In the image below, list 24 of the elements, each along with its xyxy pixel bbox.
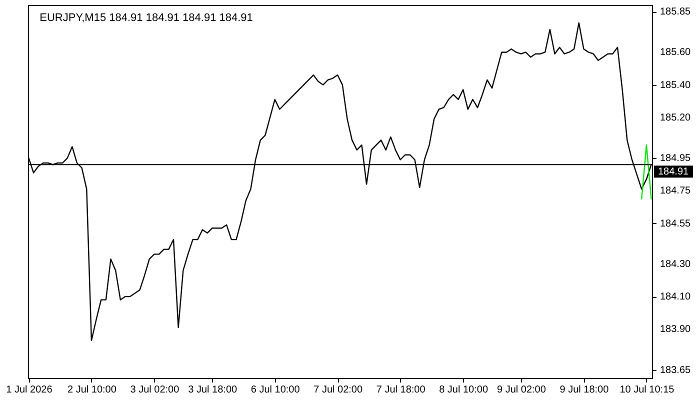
y-tick-label: 185.20 [660, 112, 692, 124]
x-tick-label: 9 Jul 18:00 [560, 384, 610, 396]
y-tick-label: 185.40 [660, 80, 692, 91]
y-tick-label: 184.30 [660, 258, 692, 270]
y-tick-label: 183.65 [660, 364, 692, 376]
x-tick-label: 9 Jul 02:00 [497, 384, 546, 396]
x-tick-label: 1 Jul 2026 [6, 384, 53, 396]
y-tick-label: 184.10 [660, 292, 692, 303]
y-tick-label: 185.85 [660, 6, 692, 18]
x-tick-label: 7 Jul 02:00 [314, 384, 363, 396]
x-tick-label: 10 Jul 10:15 [620, 384, 675, 396]
y-tick-label: 184.55 [660, 218, 692, 230]
y-tick-label: 185.60 [660, 47, 692, 58]
y-tick-label: 183.90 [660, 324, 692, 336]
y-tick-label: 184.95 [660, 153, 692, 164]
text: EURJPY,M15 184.91 184.91 184.91 184.91 [40, 12, 253, 24]
x-tick-label: 7 Jul 18:00 [376, 384, 426, 396]
x-tick-label: 3 Jul 02:00 [130, 384, 180, 396]
x-tick-label: 6 Jul 10:00 [250, 384, 300, 396]
y-tick-label: 184.75 [660, 186, 692, 197]
x-tick-label: 2 Jul 10:00 [67, 384, 117, 396]
ref-line-label: 184.91 [658, 166, 690, 178]
x-tick-label: 8 Jul 10:00 [439, 384, 488, 396]
x-tick-label: 3 Jul 18:00 [188, 384, 238, 396]
